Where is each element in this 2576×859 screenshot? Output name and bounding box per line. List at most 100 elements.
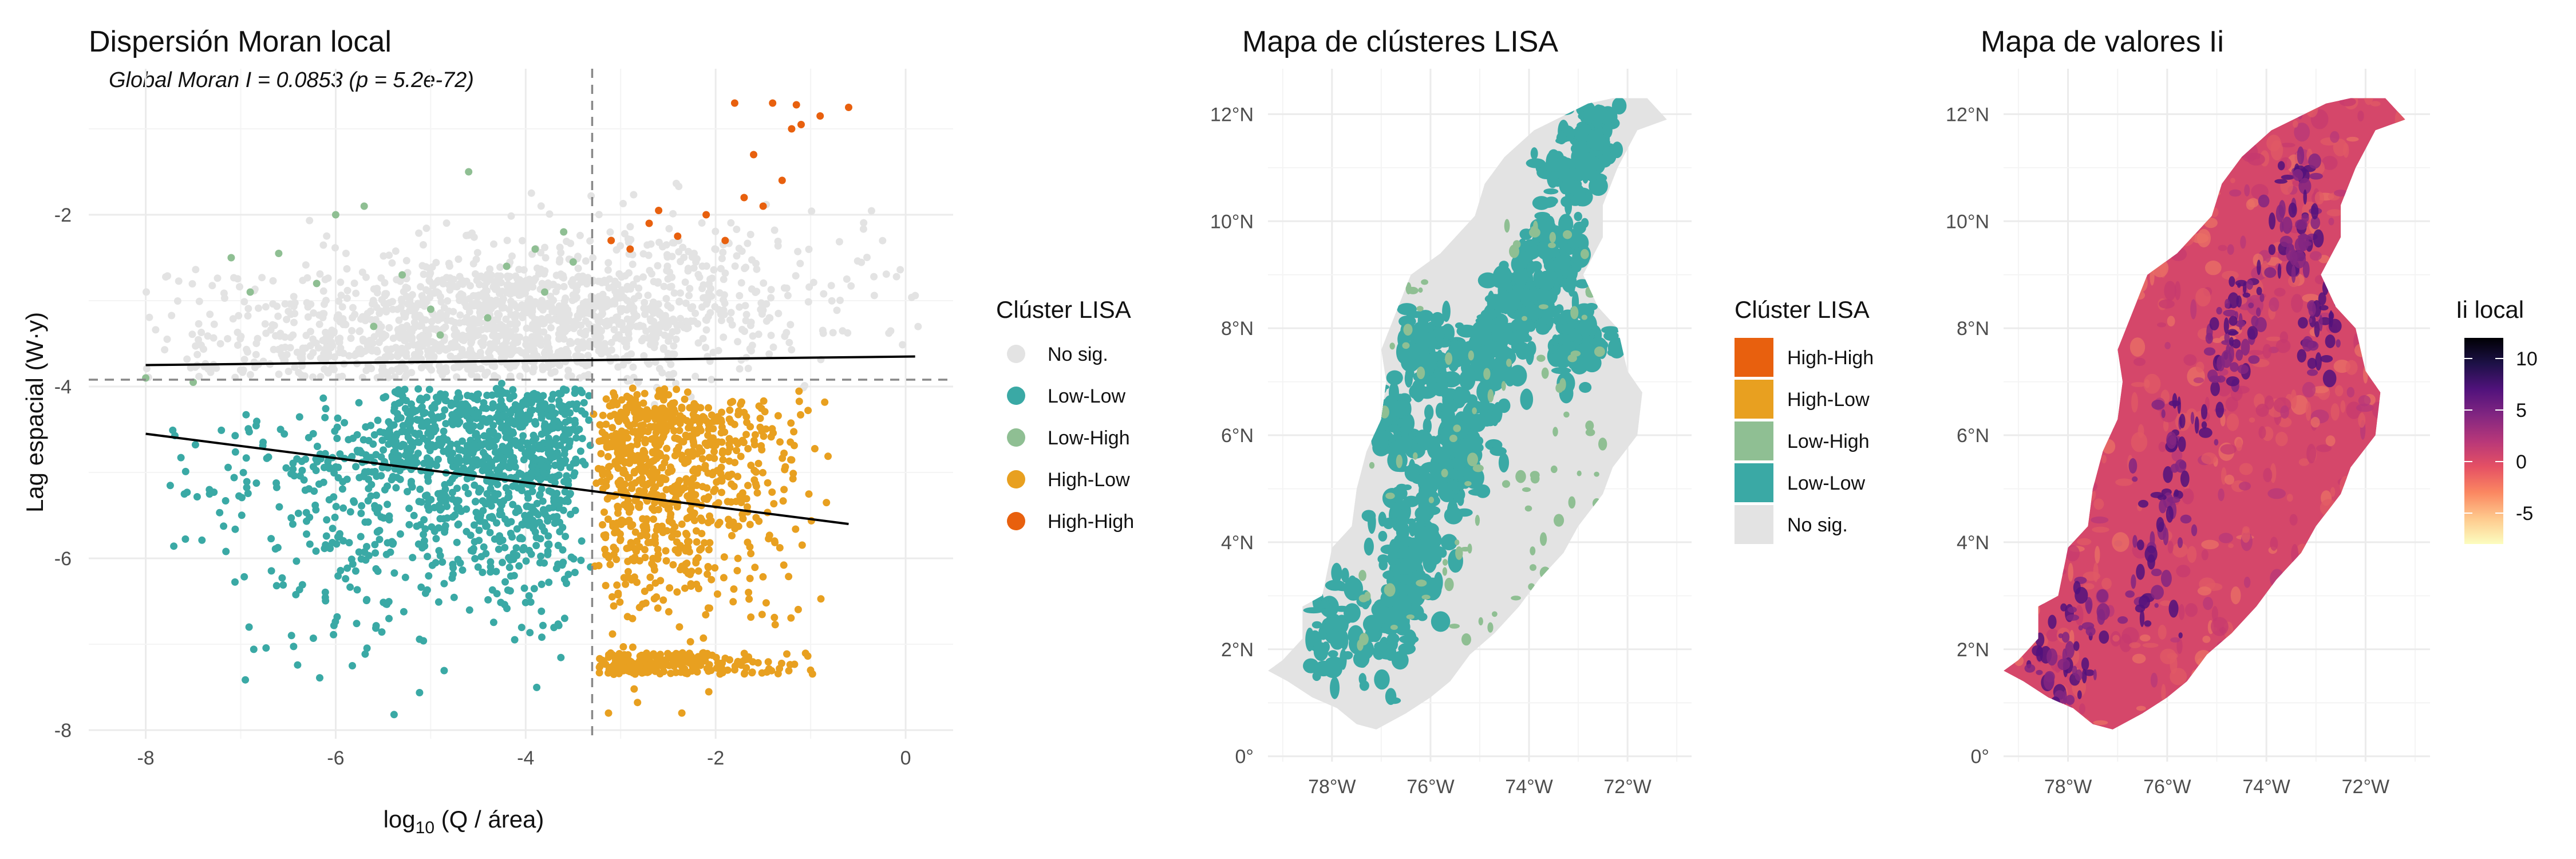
data-point-low-low [448, 399, 456, 407]
data-point-no-sig [460, 337, 468, 344]
data-point-low-low [545, 541, 553, 549]
data-point-low-low [499, 558, 506, 566]
data-point-low-low [289, 520, 297, 528]
data-point-no-sig [506, 273, 514, 281]
data-point-low-low [414, 450, 422, 458]
data-point-no-sig [587, 192, 595, 200]
legend-label: No sig. [1048, 344, 1108, 365]
data-point-low-low [378, 464, 386, 472]
data-point-high-low [684, 448, 692, 456]
data-point-high-low [664, 505, 672, 513]
latitude-tick-label: 4°N [1221, 532, 1254, 554]
data-point-low-low [578, 407, 586, 415]
data-point-high-low [622, 434, 630, 442]
data-point-no-sig [752, 259, 760, 267]
data-point-high-low [663, 655, 671, 663]
data-point-low-low [425, 572, 433, 580]
data-point-low-low [575, 425, 583, 434]
data-point-low-low [231, 448, 239, 456]
data-point-no-sig [736, 291, 744, 300]
data-point-low-low [289, 465, 297, 473]
data-point-no-sig [522, 336, 530, 344]
data-point-low-low [573, 400, 581, 408]
data-point-high-low [709, 435, 717, 443]
data-point-low-low [390, 711, 398, 719]
data-point-no-sig [168, 312, 176, 320]
data-point-no-sig [601, 340, 609, 348]
data-point-no-sig [204, 332, 212, 340]
data-point-high-low [625, 448, 633, 456]
data-point-high-low [746, 574, 754, 582]
low-low-patch [1398, 574, 1415, 585]
data-point-low-low [404, 428, 412, 436]
data-point-no-sig [602, 277, 609, 285]
scatter-y-axis-title: Lag espacial (W·y) [21, 312, 48, 513]
data-point-low-low [267, 567, 275, 575]
data-point-high-low [654, 392, 662, 400]
data-point-low-low [441, 528, 449, 536]
data-point-no-sig [195, 297, 203, 305]
data-point-high-low [613, 581, 621, 589]
low-low-patch [1398, 315, 1416, 328]
data-point-high-low [624, 568, 632, 576]
data-point-no-sig [552, 271, 560, 279]
low-low-patch [1574, 279, 1590, 289]
data-point-no-sig [767, 294, 775, 302]
data-point-low-low [484, 596, 492, 604]
data-point-high-low [705, 425, 713, 434]
data-point-no-sig [343, 294, 351, 302]
data-point-no-sig [686, 285, 694, 293]
data-point-high-low [606, 561, 614, 569]
data-point-high-low [748, 668, 756, 676]
data-point-high-low [760, 432, 768, 440]
data-point-high-low [676, 420, 684, 427]
data-point-no-sig [323, 368, 331, 376]
data-point-no-sig [531, 348, 538, 356]
data-point-low-low [542, 429, 550, 437]
data-point-high-low [683, 531, 691, 539]
data-point-low-low [482, 550, 490, 558]
data-point-high-low [628, 484, 636, 492]
data-point-high-low [641, 546, 649, 554]
data-point-high-low [795, 397, 803, 405]
low-low-patch [1611, 98, 1627, 115]
data-point-high-low [780, 561, 788, 569]
data-point-low-low [350, 497, 358, 505]
data-point-no-sig [775, 309, 783, 317]
data-point-no-sig [269, 300, 277, 308]
data-point-no-sig [605, 284, 613, 292]
low-low-patch [1315, 713, 1333, 721]
data-point-low-low [272, 582, 280, 590]
data-point-no-sig [281, 344, 289, 351]
data-point-low-low [427, 410, 435, 418]
data-point-no-sig [774, 238, 782, 245]
data-point-high-low [693, 538, 701, 546]
low-low-patch [1558, 214, 1574, 235]
data-point-no-sig [206, 310, 214, 318]
data-point-no-sig [486, 340, 494, 348]
data-point-high-low [673, 385, 681, 393]
data-point-high-low [708, 576, 716, 584]
data-point-no-sig [727, 309, 735, 317]
data-point-high-low [783, 650, 791, 658]
data-point-high-low [759, 468, 767, 476]
data-point-high-low [785, 667, 793, 675]
data-point-low-low [432, 559, 440, 567]
data-point-high-low [740, 670, 748, 678]
data-point-high-low [656, 479, 664, 487]
data-point-low-low [524, 494, 532, 502]
data-point-low-low [527, 453, 535, 461]
data-point-no-sig [771, 226, 779, 234]
data-point-no-sig [274, 312, 282, 320]
data-point-no-sig [417, 283, 425, 291]
data-point-low-low [352, 463, 360, 471]
data-point-low-low [509, 405, 517, 413]
data-point-low-low [271, 545, 279, 553]
low-low-patch [1373, 424, 1389, 431]
data-point-no-sig [476, 281, 483, 289]
data-point-high-low [697, 514, 705, 522]
data-point-high-low [705, 546, 713, 554]
data-point-low-low [231, 525, 239, 533]
data-point-no-sig [741, 302, 749, 310]
data-point-low-low [421, 525, 429, 533]
